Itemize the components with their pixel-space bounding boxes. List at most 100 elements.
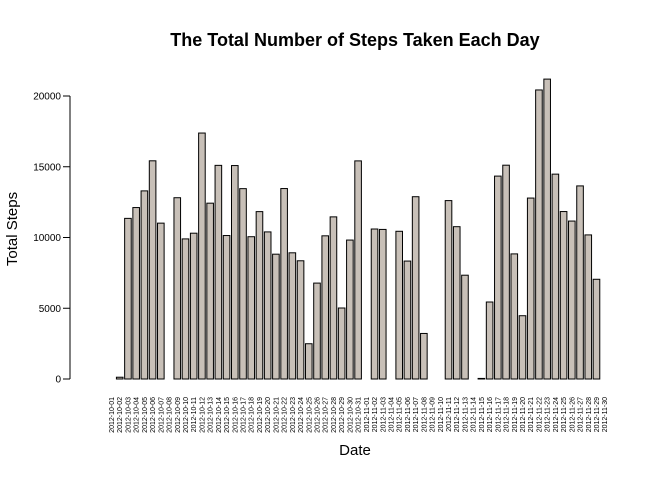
- x-tick-label: 2012-11-19: [512, 397, 519, 432]
- bar-2012-10-24: [296, 260, 305, 380]
- x-tick-label: 2012-10-17: [241, 397, 248, 433]
- x-tick-label: 2012-10-12: [199, 397, 206, 433]
- chart-title: The Total Number of Steps Taken Each Day: [170, 30, 539, 50]
- bar-2012-10-13: [206, 202, 214, 380]
- bar-2012-11-16: [485, 301, 494, 380]
- x-tick-label: 2012-11-09: [430, 397, 437, 432]
- bar-2012-11-22: [535, 89, 543, 380]
- bar-2012-11-02: [370, 228, 379, 380]
- x-tick-label: 2012-10-27: [323, 397, 330, 433]
- x-tick-label: 2012-10-23: [290, 397, 297, 433]
- bar-2012-11-28: [584, 234, 593, 380]
- bar-2012-11-11: [444, 200, 453, 380]
- x-tick-label: 2012-10-28: [331, 397, 338, 433]
- bar-2012-11-15: [477, 377, 486, 380]
- bar-2012-11-06: [403, 260, 412, 380]
- bar-2012-10-07: [157, 222, 165, 380]
- x-tick-label: 2012-10-18: [249, 397, 256, 433]
- bar-2012-10-25: [304, 343, 313, 380]
- bar-2012-11-08: [420, 332, 428, 380]
- bar-2012-11-21: [526, 197, 535, 380]
- bar-2012-11-26: [568, 220, 576, 380]
- x-tick-label: 2012-10-05: [142, 397, 149, 433]
- x-tick-label: 2012-10-10: [183, 397, 190, 433]
- x-tick-label: 2012-11-22: [536, 397, 543, 432]
- x-tick-label: 2012-10-26: [315, 397, 322, 433]
- x-tick-label: 2012-10-11: [191, 397, 198, 432]
- x-tick-label: 2012-11-23: [545, 397, 552, 432]
- x-tick-label: 2012-11-12: [454, 397, 461, 432]
- x-tick-label: 2012-10-24: [298, 397, 305, 433]
- bar-2012-11-20: [518, 315, 527, 380]
- x-tick-label: 2012-11-27: [578, 397, 585, 432]
- bar-2012-10-19: [255, 211, 264, 380]
- x-tick-label: 2012-10-03: [125, 397, 132, 433]
- y-axis-label: Total Steps: [4, 192, 21, 266]
- bar-2012-10-27: [321, 235, 330, 380]
- x-tick-label: 2012-10-04: [134, 397, 141, 433]
- x-tick-label: 2012-10-30: [347, 397, 354, 433]
- x-tick-label: 2012-10-01: [109, 397, 116, 433]
- bar-2012-11-03: [378, 228, 387, 380]
- bar-2012-11-18: [502, 164, 510, 380]
- x-tick-label: 2012-11-29: [594, 397, 601, 432]
- bar-2012-10-02: [115, 376, 124, 380]
- bar-2012-10-16: [231, 165, 239, 380]
- x-tick-label: 2012-10-19: [257, 397, 264, 433]
- x-tick-label: 2012-10-13: [208, 397, 215, 433]
- x-tick-label: 2012-11-15: [479, 397, 486, 432]
- bar-2012-10-09: [173, 197, 182, 380]
- bar-2012-10-23: [288, 252, 297, 380]
- bar-2012-10-14: [214, 164, 223, 380]
- x-tick-label: 2012-11-10: [438, 397, 445, 432]
- x-tick-label: 2012-11-30: [602, 397, 609, 432]
- x-axis-label: Date: [339, 442, 371, 459]
- x-tick-label: 2012-10-21: [273, 397, 280, 433]
- x-tick-label: 2012-11-03: [380, 397, 387, 432]
- x-tick-label: 2012-11-13: [462, 397, 469, 432]
- bar-2012-10-04: [132, 207, 140, 380]
- bar-2012-10-03: [124, 217, 132, 380]
- bar-2012-10-29: [337, 307, 346, 380]
- bar-2012-10-17: [239, 188, 247, 380]
- bar-2012-11-07: [411, 196, 420, 380]
- x-tick-label: 2012-11-04: [388, 397, 395, 432]
- x-tick-label: 2012-11-08: [421, 397, 428, 432]
- x-tick-label: 2012-11-16: [487, 397, 494, 432]
- x-tick-label: 2012-10-16: [232, 397, 239, 433]
- x-tick-label: 2012-11-24: [553, 397, 560, 432]
- x-tick-label: 2012-10-15: [224, 397, 231, 433]
- x-tick-label: 2012-11-20: [520, 397, 527, 432]
- bar-2012-10-15: [222, 235, 231, 380]
- bar-2012-10-26: [313, 282, 321, 380]
- x-tick-label: 2012-11-17: [495, 397, 502, 432]
- x-tick-label: 2012-10-31: [356, 397, 363, 433]
- y-tick-label: 5000: [39, 304, 62, 315]
- bar-2012-11-29: [592, 278, 601, 380]
- bar-2012-11-05: [395, 230, 403, 380]
- bar-2012-10-21: [272, 253, 280, 380]
- x-tick-label: 2012-10-02: [117, 397, 124, 433]
- x-tick-label: 2012-11-26: [569, 397, 576, 432]
- x-tick-label: 2012-11-05: [397, 397, 404, 432]
- x-tick-label: 2012-10-14: [216, 397, 223, 433]
- y-tick-label: 0: [55, 375, 61, 386]
- bar-2012-11-17: [494, 175, 502, 380]
- bar-2012-10-31: [354, 160, 362, 380]
- bars-group: [115, 78, 601, 380]
- bar-2012-10-20: [263, 231, 272, 380]
- x-tick-label: 2012-10-07: [158, 397, 165, 433]
- x-tick-label: 2012-11-06: [405, 397, 412, 432]
- x-tick-label: 2012-11-11: [446, 397, 453, 432]
- bar-2012-11-27: [576, 185, 584, 380]
- bar-2012-10-06: [148, 160, 157, 380]
- bar-2012-10-12: [198, 132, 206, 380]
- x-tick-label: 2012-10-06: [150, 397, 157, 433]
- x-tick-label: 2012-11-07: [413, 397, 420, 432]
- bar-2012-11-23: [543, 78, 551, 380]
- bar-2012-11-12: [452, 226, 461, 380]
- x-tick-label: 2012-10-20: [265, 397, 272, 433]
- bar-2012-10-30: [346, 239, 354, 380]
- x-tick-label: 2012-10-29: [339, 397, 346, 433]
